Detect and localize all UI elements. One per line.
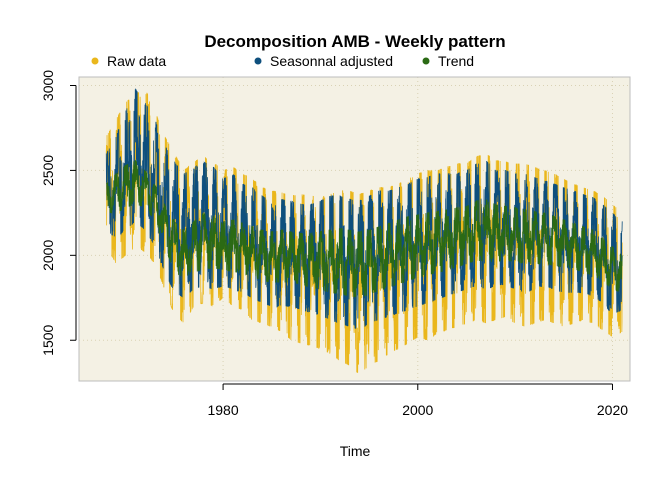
legend-marker-seasonnal-adjusted: [254, 57, 262, 65]
y-tick-label: 2000: [40, 240, 56, 271]
legend-item-seasonnal-adjusted: Seasonnal adjusted: [254, 53, 393, 69]
legend-label-trend: Trend: [438, 53, 474, 69]
x-tick-label: 2020: [597, 402, 628, 418]
y-tick-label: 2500: [40, 155, 56, 186]
legend: Raw data Seasonnal adjusted Trend: [91, 53, 474, 69]
legend-marker-trend: [422, 57, 430, 65]
legend-label-raw-data: Raw data: [107, 53, 166, 69]
chart-title: Decomposition AMB - Weekly pattern: [204, 32, 505, 51]
y-axis: 1500 2000 2500 3000: [40, 70, 77, 356]
x-tick-label: 2000: [402, 402, 433, 418]
plot-frame: [78, 76, 631, 382]
legend-label-seasonnal-adjusted: Seasonnal adjusted: [270, 53, 393, 69]
y-tick-label: 3000: [40, 70, 56, 101]
x-axis: 1980 2000 2020: [207, 383, 628, 418]
series-line-2: [105, 159, 623, 298]
series-layer: [105, 88, 623, 373]
legend-item-trend: Trend: [422, 53, 474, 69]
x-axis-title: Time: [340, 443, 371, 459]
legend-item-raw-data: Raw data: [91, 53, 166, 69]
x-tick-label: 1980: [207, 402, 238, 418]
legend-marker-raw-data: [91, 57, 99, 65]
y-tick-label: 1500: [40, 324, 56, 355]
